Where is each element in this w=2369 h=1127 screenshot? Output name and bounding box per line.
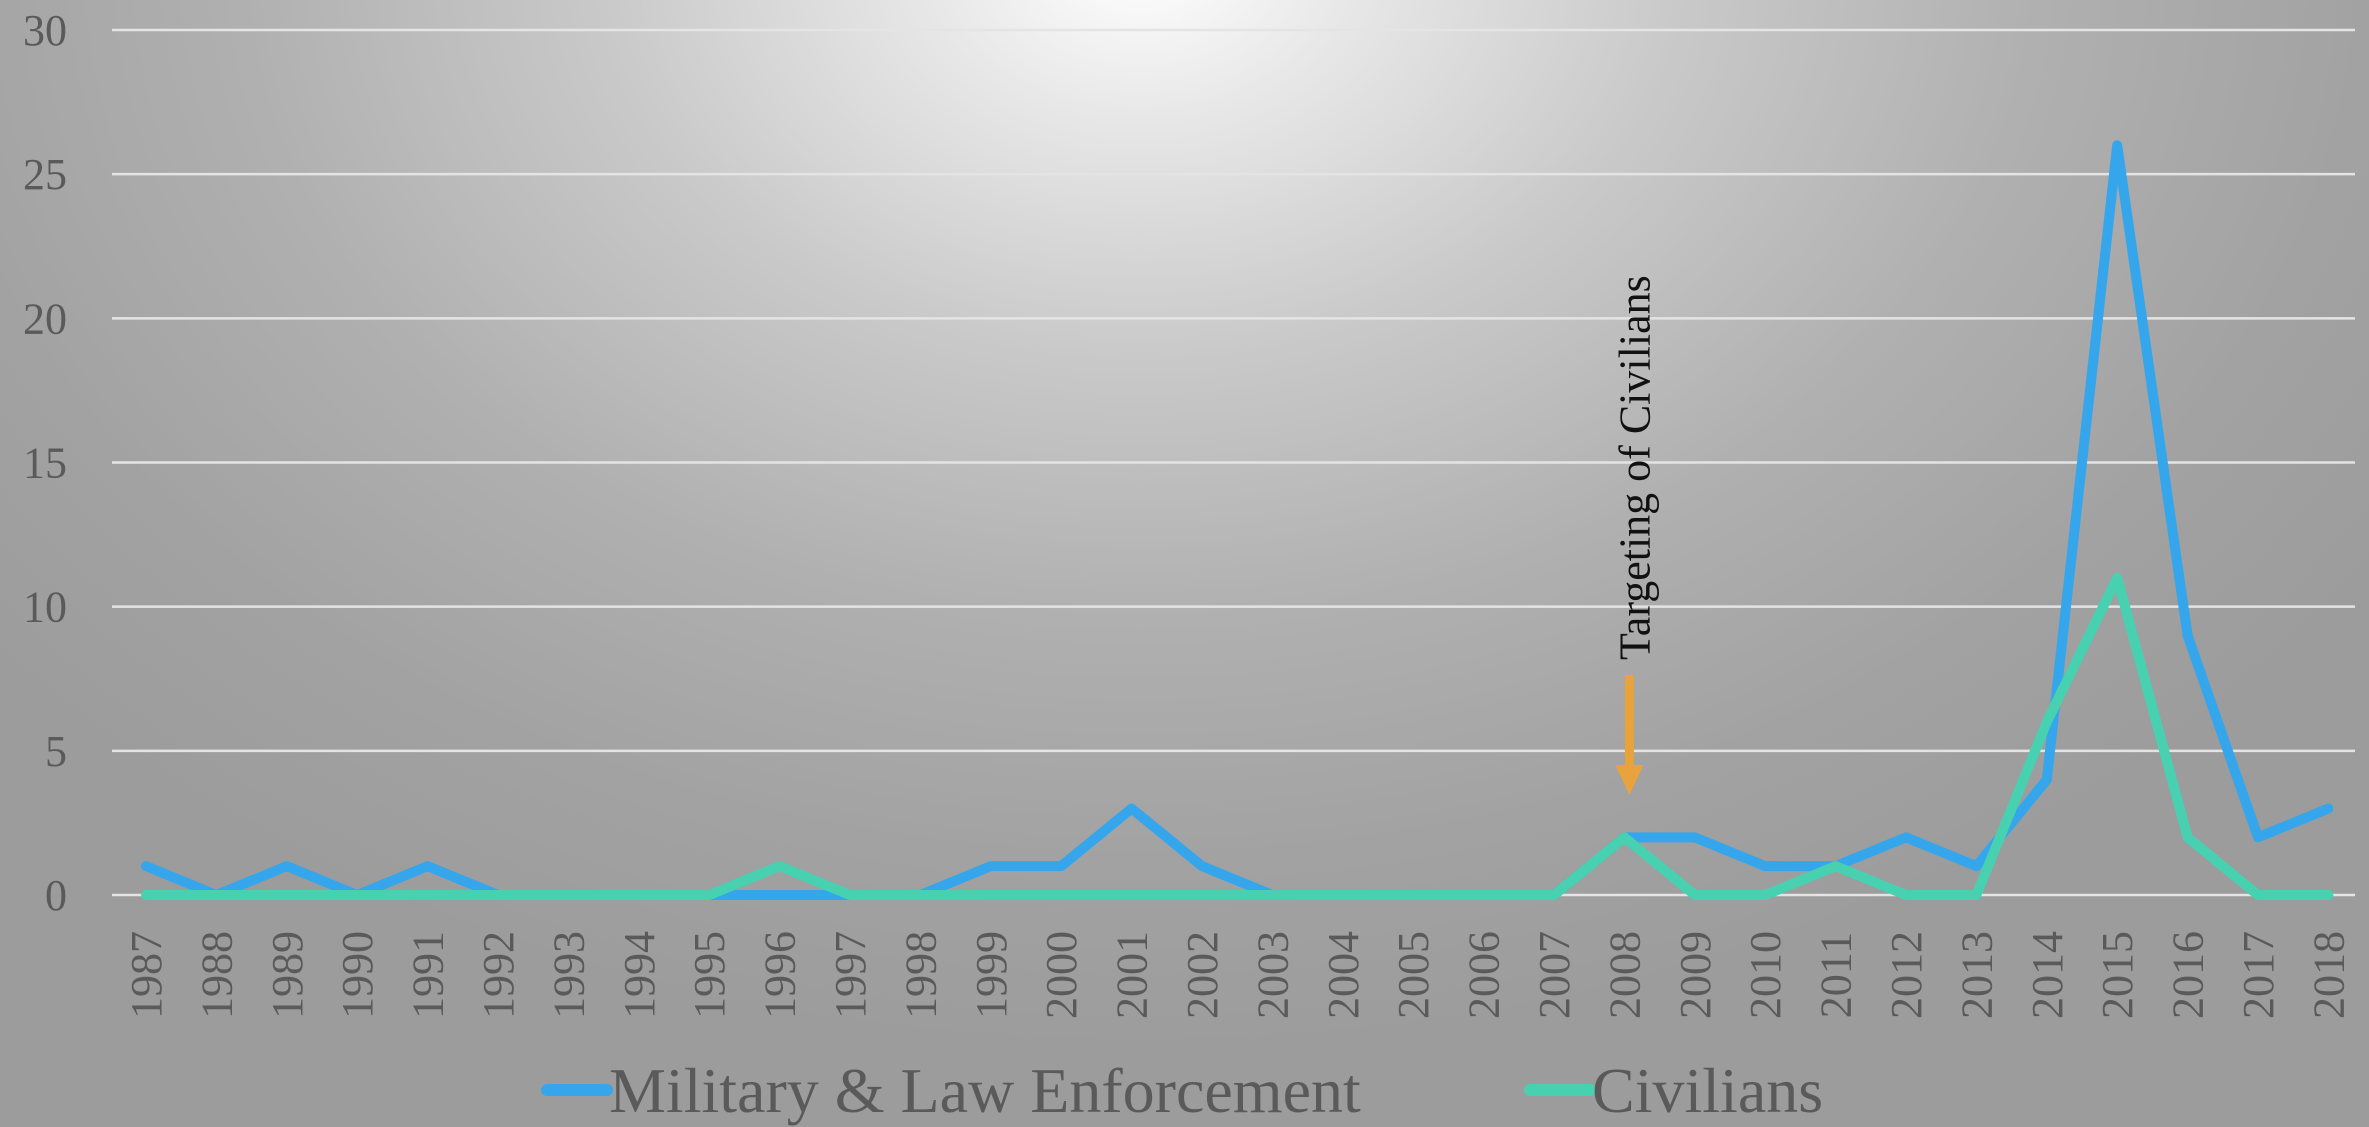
series-line-civilians [141, 572, 2334, 900]
annotation-arrow-head [1615, 765, 1644, 795]
x-tick-label: 2008 [1600, 931, 1649, 1019]
x-tick-label: 1987 [122, 931, 171, 1019]
x-tick-label: 1995 [685, 931, 734, 1019]
x-tick-label: 2017 [2234, 931, 2283, 1019]
x-tick-label: 2003 [1248, 931, 1297, 1019]
x-tick-label: 2010 [1741, 931, 1790, 1019]
y-tick-label: 0 [45, 871, 67, 920]
x-tick-label: 2018 [2304, 931, 2353, 1019]
y-tick-label: 25 [23, 150, 67, 199]
x-tick-label: 2011 [1812, 932, 1861, 1018]
x-tick-label: 2007 [1530, 931, 1579, 1019]
x-tick-label: 1991 [404, 931, 453, 1019]
x-tick-label: 2004 [1319, 931, 1368, 1019]
x-tick-label: 1994 [615, 931, 664, 1019]
y-tick-label: 15 [23, 439, 67, 488]
x-tick-label: 2009 [1671, 931, 1720, 1019]
x-tick-label: 2005 [1389, 931, 1438, 1019]
y-tick-label: 10 [23, 583, 67, 632]
x-tick-label: 2001 [1108, 931, 1157, 1019]
y-tick-label: 5 [45, 727, 67, 776]
x-tick-label: 2013 [1952, 931, 2001, 1019]
x-tick-label: 2016 [2164, 931, 2213, 1019]
x-tick-label: 2014 [2023, 931, 2072, 1019]
annotation-text: Targeting of Civilians [1610, 275, 1659, 660]
x-tick-label: 2012 [1882, 931, 1931, 1019]
x-tick-label: 1999 [967, 931, 1016, 1019]
y-tick-label: 30 [23, 6, 67, 55]
x-tick-label: 2015 [2093, 931, 2142, 1019]
x-tick-label: 2006 [1460, 931, 1509, 1019]
x-tick-label: 1992 [474, 931, 523, 1019]
legend-label-military-law-enforcement: Military & Law Enforcement [609, 1055, 1361, 1126]
legend-label-civilians: Civilians [1592, 1055, 1823, 1126]
x-tick-label: 1988 [192, 931, 241, 1019]
x-tick-label: 1997 [826, 931, 875, 1019]
x-tick-label: 1990 [333, 931, 382, 1019]
x-tick-label: 1998 [896, 931, 945, 1019]
x-tick-label: 1993 [544, 931, 593, 1019]
series-line-military-law-enforcement [141, 140, 2334, 900]
x-tick-label: 1996 [756, 931, 805, 1019]
x-tick-label: 1989 [263, 931, 312, 1019]
y-tick-label: 20 [23, 294, 67, 343]
x-tick-label: 2002 [1178, 931, 1227, 1019]
x-tick-label: 2000 [1037, 931, 1086, 1019]
